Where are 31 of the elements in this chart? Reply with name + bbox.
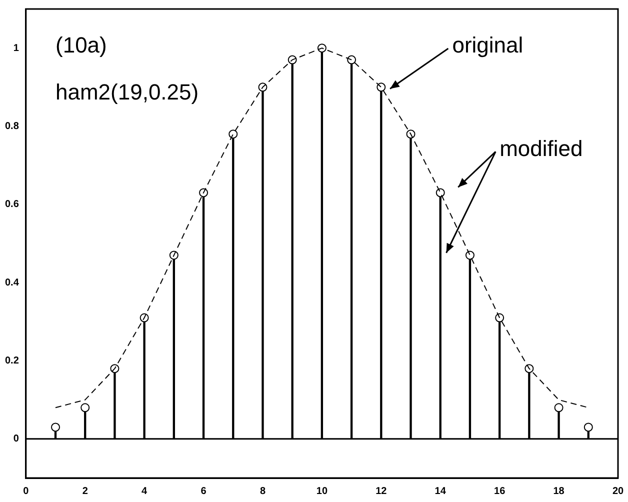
annotation: original (452, 32, 524, 58)
x-tick-label: 0 (23, 486, 30, 497)
x-tick-label: 2 (82, 486, 88, 497)
y-tick-label: 0.2 (4, 356, 20, 366)
x-tick-label: 18 (553, 486, 565, 497)
y-tick-label: 0 (13, 434, 20, 445)
point (554, 403, 564, 412)
y-tick-label: 0.6 (4, 199, 20, 210)
x-tick-label: 20 (612, 486, 624, 497)
y-tick-label: 0.4 (4, 277, 20, 288)
point (228, 130, 238, 139)
point (436, 188, 445, 198)
annotation: ham2(19,0.25) (56, 79, 199, 104)
x-tick-label: 4 (142, 486, 148, 497)
x-tick-label: 14 (434, 486, 446, 497)
point (465, 250, 474, 260)
annotation: modified (500, 136, 583, 161)
point (347, 55, 356, 64)
point (51, 422, 60, 432)
point (495, 313, 504, 322)
point (376, 82, 386, 92)
y-tick-label: 1 (13, 42, 20, 54)
annotation: (10a) (56, 32, 107, 58)
x-tick-label: 16 (494, 486, 506, 497)
x-tick-label: 12 (376, 486, 388, 497)
point (80, 403, 90, 412)
x-tick-label: 8 (260, 486, 266, 497)
y-tick-label: 0.8 (4, 121, 20, 132)
point (584, 422, 593, 432)
x-tick-label: 6 (200, 486, 207, 497)
x-tick-label: 10 (316, 486, 328, 497)
